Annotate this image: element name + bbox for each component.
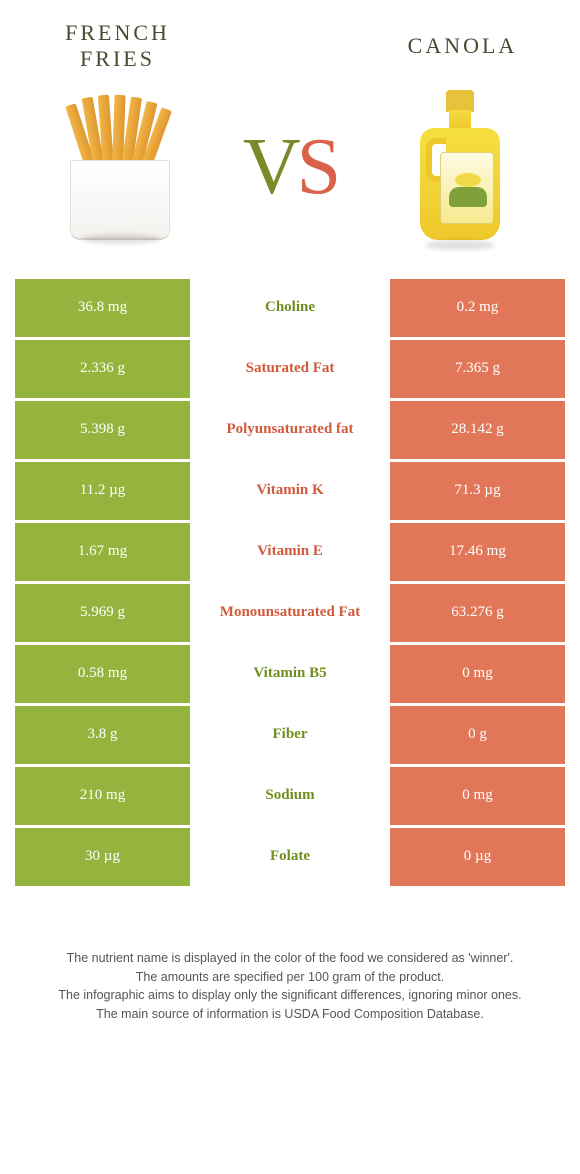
right-value-cell: 28.142 g xyxy=(390,401,565,459)
footer-line4: The main source of information is USDA F… xyxy=(33,1005,547,1024)
nutrient-name-cell: Sodium xyxy=(190,767,390,825)
right-value-cell: 0 mg xyxy=(390,767,565,825)
footer-line3: The infographic aims to display only the… xyxy=(33,986,547,1005)
table-row: 30 µgFolate0 µg xyxy=(15,828,565,886)
left-value-cell: 1.67 mg xyxy=(15,523,190,581)
right-food-title-col: CANOLA xyxy=(360,33,565,59)
vs-s: S xyxy=(297,123,338,211)
infographic-container: FRENCH FRIES CANOLA VS xyxy=(0,0,580,1044)
left-value-cell: 11.2 µg xyxy=(15,462,190,520)
table-row: 5.398 gPolyunsaturated fat28.142 g xyxy=(15,401,565,459)
nutrient-name-cell: Fiber xyxy=(190,706,390,764)
right-food-image xyxy=(365,88,555,248)
right-value-cell: 0 g xyxy=(390,706,565,764)
header-titles: FRENCH FRIES CANOLA xyxy=(15,20,565,73)
footer-notes: The nutrient name is displayed in the co… xyxy=(15,949,565,1024)
right-value-cell: 0 mg xyxy=(390,645,565,703)
nutrient-name-cell: Polyunsaturated fat xyxy=(190,401,390,459)
left-value-cell: 30 µg xyxy=(15,828,190,886)
table-row: 11.2 µgVitamin K71.3 µg xyxy=(15,462,565,520)
comparison-table-body: 36.8 mgCholine0.2 mg2.336 gSaturated Fat… xyxy=(15,279,565,886)
right-value-cell: 17.46 mg xyxy=(390,523,565,581)
vs-label: VS xyxy=(215,88,365,248)
left-value-cell: 3.8 g xyxy=(15,706,190,764)
nutrient-name-cell: Choline xyxy=(190,279,390,337)
left-value-cell: 0.58 mg xyxy=(15,645,190,703)
right-value-cell: 71.3 µg xyxy=(390,462,565,520)
nutrient-name-cell: Monounsaturated Fat xyxy=(190,584,390,642)
fries-icon xyxy=(55,95,185,240)
left-food-image xyxy=(25,88,215,248)
table-row: 3.8 gFiber0 g xyxy=(15,706,565,764)
table-row: 5.969 gMonounsaturated Fat63.276 g xyxy=(15,584,565,642)
bottle-icon xyxy=(410,90,510,245)
left-value-cell: 5.398 g xyxy=(15,401,190,459)
left-value-cell: 210 mg xyxy=(15,767,190,825)
left-food-title: FRENCH FRIES xyxy=(65,20,170,73)
footer-line1: The nutrient name is displayed in the co… xyxy=(33,949,547,968)
right-value-cell: 63.276 g xyxy=(390,584,565,642)
left-value-cell: 5.969 g xyxy=(15,584,190,642)
nutrient-name-cell: Vitamin B5 xyxy=(190,645,390,703)
left-title-line2: FRIES xyxy=(80,46,155,71)
right-food-title: CANOLA xyxy=(408,33,518,59)
table-row: 0.58 mgVitamin B50 mg xyxy=(15,645,565,703)
images-row: VS xyxy=(15,88,565,248)
nutrient-name-cell: Saturated Fat xyxy=(190,340,390,398)
nutrient-name-cell: Vitamin E xyxy=(190,523,390,581)
left-value-cell: 36.8 mg xyxy=(15,279,190,337)
left-food-title-col: FRENCH FRIES xyxy=(15,20,220,73)
vs-text: VS xyxy=(243,122,337,213)
footer-line2: The amounts are specified per 100 gram o… xyxy=(33,968,547,987)
table-row: 2.336 gSaturated Fat7.365 g xyxy=(15,340,565,398)
comparison-table: 36.8 mgCholine0.2 mg2.336 gSaturated Fat… xyxy=(15,276,565,889)
table-row: 36.8 mgCholine0.2 mg xyxy=(15,279,565,337)
table-row: 1.67 mgVitamin E17.46 mg xyxy=(15,523,565,581)
right-value-cell: 7.365 g xyxy=(390,340,565,398)
right-value-cell: 0 µg xyxy=(390,828,565,886)
nutrient-name-cell: Vitamin K xyxy=(190,462,390,520)
right-value-cell: 0.2 mg xyxy=(390,279,565,337)
nutrient-name-cell: Folate xyxy=(190,828,390,886)
table-row: 210 mgSodium0 mg xyxy=(15,767,565,825)
vs-v: V xyxy=(243,123,297,211)
left-value-cell: 2.336 g xyxy=(15,340,190,398)
left-title-line1: FRENCH xyxy=(65,20,170,45)
